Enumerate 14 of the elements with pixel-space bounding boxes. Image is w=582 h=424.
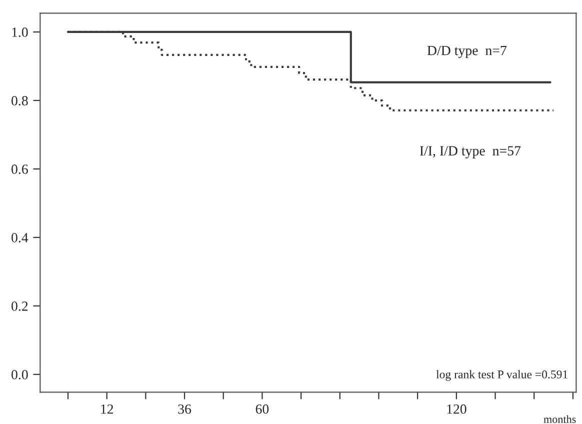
y-tick-label: 1.0 (12, 28, 28, 37)
y-tick-label: 0.8 (12, 96, 28, 106)
x-tick-label: 60 (256, 404, 269, 414)
x-tick-label: 36 (178, 404, 192, 414)
y-tick-label: 0.4 (12, 233, 28, 242)
annotation: log rank test P value =0.591 (436, 370, 568, 381)
y-tick-label: 0.6 (12, 164, 28, 174)
text: I/I, I/D type n=57 (420, 146, 521, 158)
y-tick-label: 0.2 (12, 301, 28, 311)
x-tick-label: 120 (447, 404, 466, 414)
y-tick-label: 0.0 (12, 370, 28, 380)
x-axis-title: months (544, 415, 576, 424)
x-tick-label: 12 (101, 404, 114, 414)
series-label: D/D type n=7 (427, 46, 507, 58)
